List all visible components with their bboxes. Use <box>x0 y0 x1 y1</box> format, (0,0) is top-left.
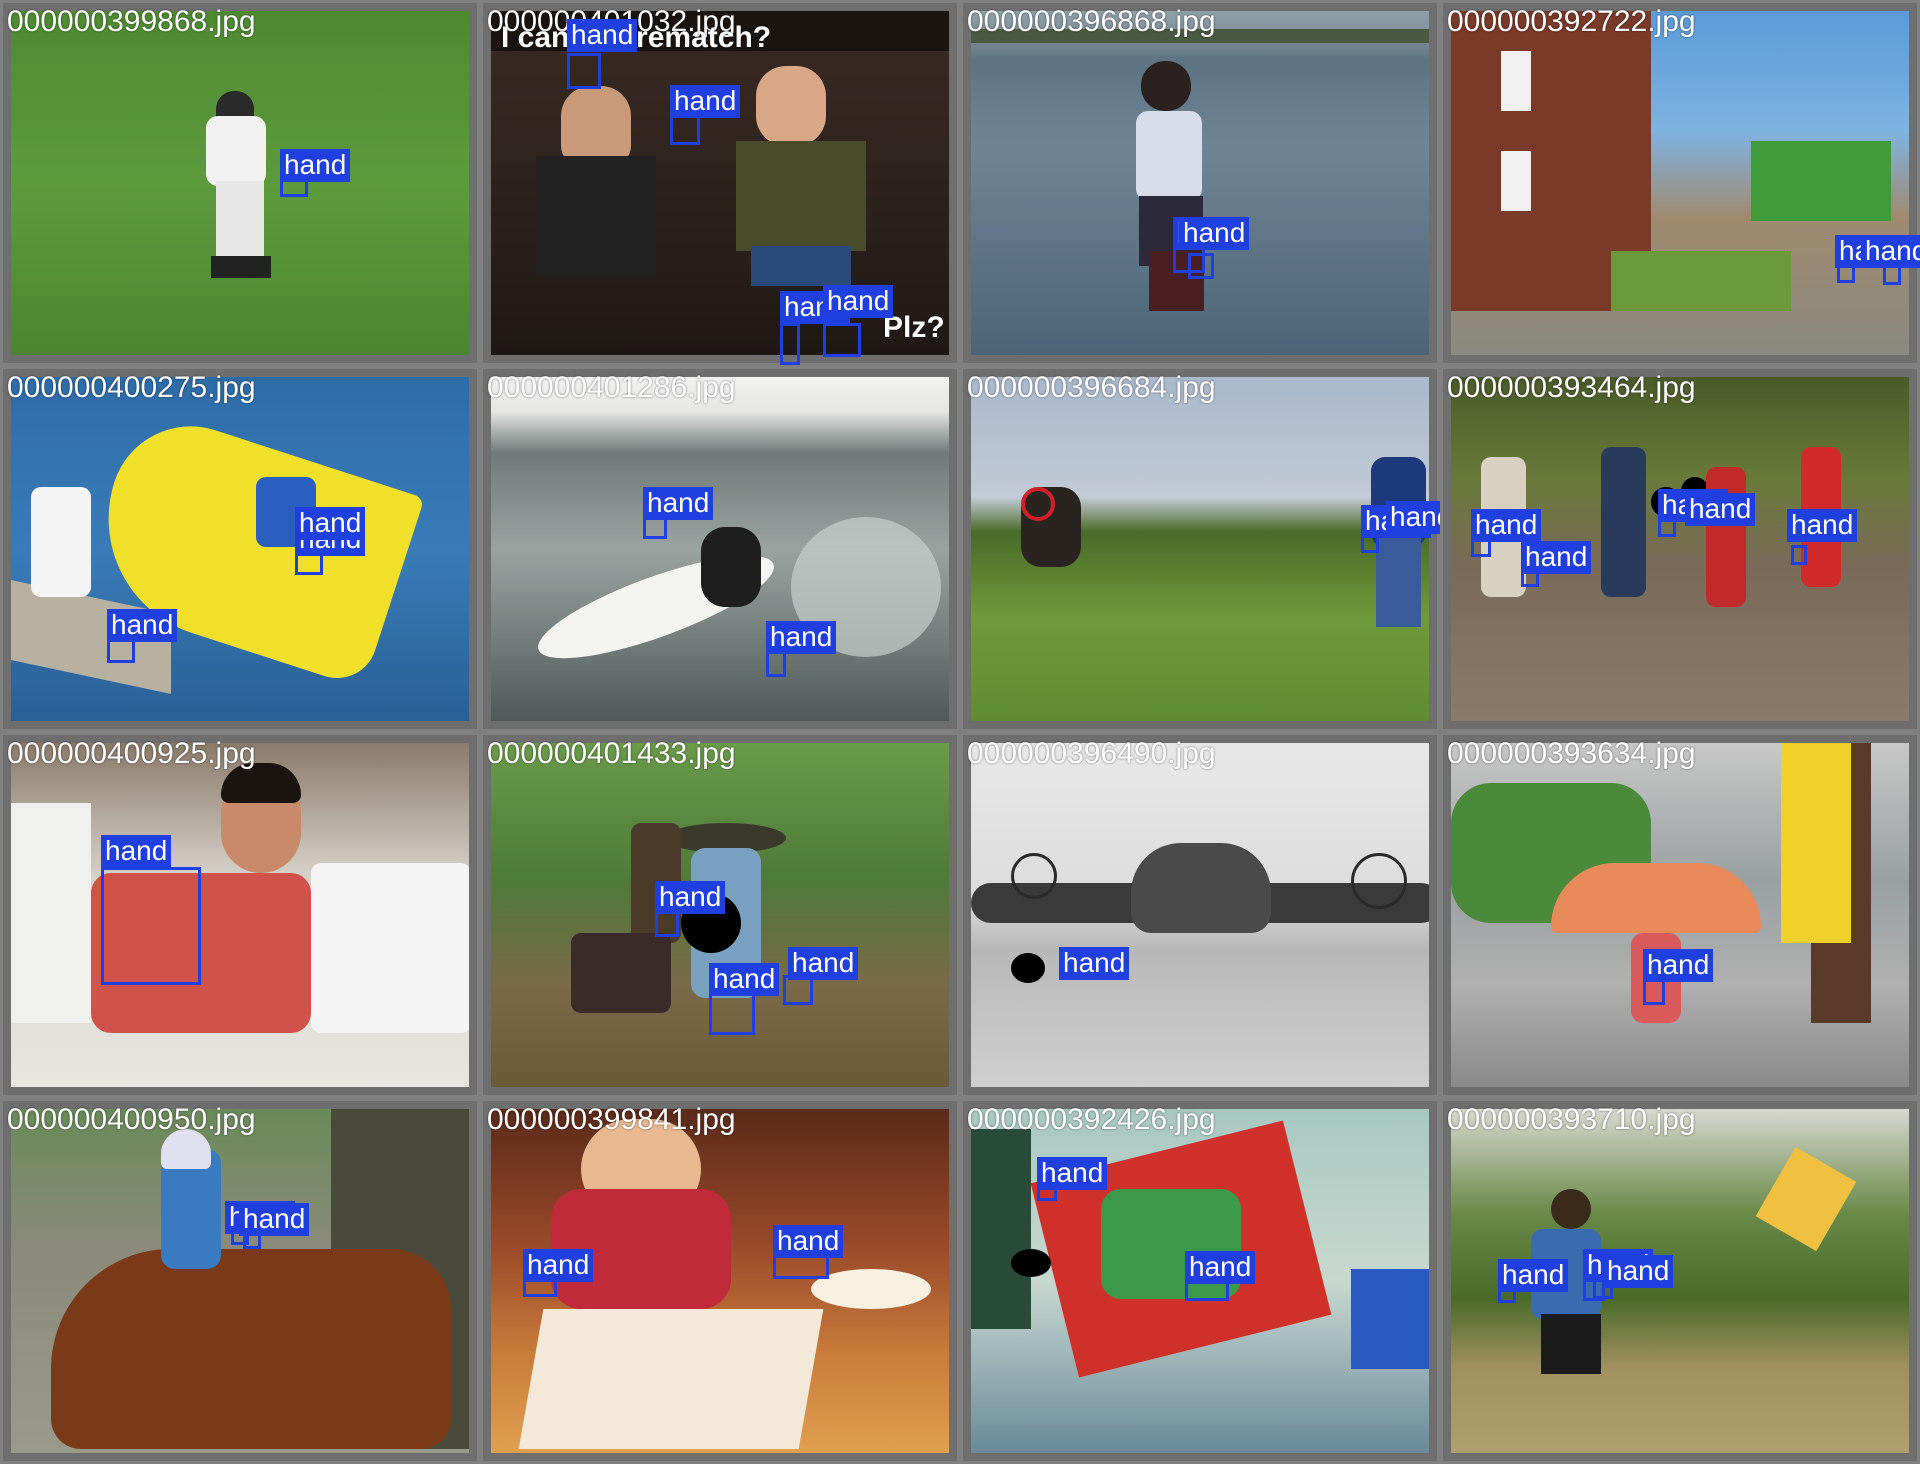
photo-kite-indoor <box>971 1109 1429 1453</box>
hand-bounding-box[interactable] <box>709 991 755 1035</box>
detection-label: hand <box>643 487 714 520</box>
tile-filename: 000000401433.jpg <box>487 737 736 770</box>
detection-label: hand <box>1037 1157 1108 1190</box>
detection-label: hand <box>1861 235 1920 268</box>
tile-filename: 000000400925.jpg <box>7 737 256 770</box>
image-tile[interactable]: 000000396868.jpg hand hand <box>960 0 1440 366</box>
detection-label: hand <box>1059 947 1130 980</box>
image-tile[interactable]: 000000401032.jpg I can haz rematch? Plz?… <box>480 0 960 366</box>
hand-bounding-box[interactable] <box>780 323 800 365</box>
tile-filename: 000000401286.jpg <box>487 371 736 404</box>
detection-label: hand <box>1643 949 1714 982</box>
hand-bounding-box[interactable] <box>1791 545 1807 565</box>
image-tile[interactable]: 000000393464.jpg hand hand hand hand han… <box>1440 366 1920 732</box>
photo-village-street <box>1451 11 1909 355</box>
detection-label: hand <box>1521 541 1592 574</box>
photo-children-running <box>1451 377 1909 721</box>
detection-label: hand <box>1685 493 1756 526</box>
detection-label: hand <box>1471 509 1542 542</box>
photo-horse-ride <box>11 1109 469 1453</box>
tile-filename: 000000393634.jpg <box>1447 737 1696 770</box>
image-tile[interactable]: 000000401286.jpg hand hand <box>480 366 960 732</box>
tile-filename: 000000393464.jpg <box>1447 371 1696 404</box>
detection-label: hand <box>655 881 726 914</box>
hand-bounding-box[interactable] <box>1883 265 1901 285</box>
detection-label: hand <box>670 85 741 118</box>
tile-filename: 000000396684.jpg <box>967 371 1216 404</box>
detection-label: hand <box>823 285 894 318</box>
photo-baseball-field <box>11 11 469 355</box>
photo-forest-cart <box>491 743 949 1087</box>
image-tile[interactable]: 000000392722.jpg hand hand <box>1440 0 1920 366</box>
tile-filename: 000000399841.jpg <box>487 1103 736 1136</box>
detection-label: hand <box>1179 217 1250 250</box>
detection-label: hand <box>773 1225 844 1258</box>
hand-bounding-box[interactable] <box>567 53 601 89</box>
tile-filename: 000000396868.jpg <box>967 5 1216 38</box>
image-tile[interactable]: 000000399868.jpg hand <box>0 0 480 366</box>
detection-label: hand <box>1185 1251 1256 1284</box>
hand-bounding-box[interactable] <box>823 323 861 357</box>
tile-filename: 000000400275.jpg <box>7 371 256 404</box>
image-tile[interactable]: 000000400925.jpg hand <box>0 732 480 1098</box>
detection-label: hand <box>567 19 638 52</box>
detection-label: hand <box>523 1249 594 1282</box>
photo-powerboat <box>11 377 469 721</box>
detection-label: hand <box>239 1203 310 1236</box>
tile-filename: 000000399868.jpg <box>7 5 256 38</box>
detection-label: hand <box>101 835 172 868</box>
detection-label: hand <box>1603 1255 1674 1288</box>
image-tile[interactable]: 000000399841.jpg hand hand <box>480 1098 960 1464</box>
detection-label: hand <box>1787 509 1858 542</box>
photo-bomber-plane <box>971 743 1429 1087</box>
tile-filename: 000000400950.jpg <box>7 1103 256 1136</box>
tile-filename: 000000392426.jpg <box>967 1103 1216 1136</box>
photo-umbrella-street <box>1451 743 1909 1087</box>
tile-filename: 000000393710.jpg <box>1447 1103 1696 1136</box>
detection-label: hand <box>295 507 366 540</box>
detection-label: hand <box>1498 1259 1569 1292</box>
detection-label: hand <box>766 621 837 654</box>
image-tile[interactable]: 000000393634.jpg hand <box>1440 732 1920 1098</box>
image-tile[interactable]: 000000401433.jpg hand hand hand <box>480 732 960 1098</box>
image-tile[interactable]: 000000400950.jpg hand hand <box>0 1098 480 1464</box>
image-tile[interactable]: 000000400275.jpg hand hand hand <box>0 366 480 732</box>
image-tile[interactable]: 000000396490.jpg hand <box>960 732 1440 1098</box>
hand-bounding-box[interactable] <box>1188 253 1214 279</box>
detection-label: hand <box>107 609 178 642</box>
detection-label: hand <box>788 947 859 980</box>
detection-label: hand <box>280 149 351 182</box>
photo-lake-shore <box>971 11 1429 355</box>
tile-filename: 000000396490.jpg <box>967 737 1216 770</box>
detection-label: hand <box>709 963 780 996</box>
hand-bounding-box[interactable] <box>101 867 201 985</box>
photo-indoor-selfie <box>11 743 469 1087</box>
image-tile[interactable]: 000000392426.jpg hand hand <box>960 1098 1440 1464</box>
tile-filename: 000000392722.jpg <box>1447 5 1696 38</box>
image-tile[interactable]: 000000396684.jpg hand hand <box>960 366 1457 732</box>
photo-surfer <box>491 377 949 721</box>
image-tile[interactable]: 000000393710.jpg hand hand hand <box>1440 1098 1920 1464</box>
